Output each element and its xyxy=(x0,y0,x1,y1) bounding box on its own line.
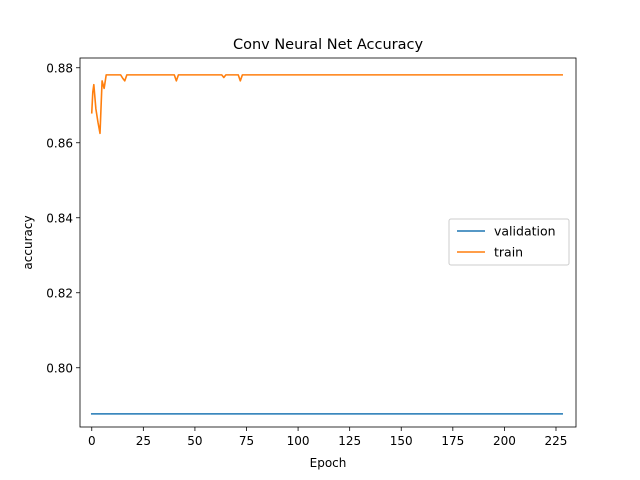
y-tick-label: 0.86 xyxy=(46,136,73,150)
y-axis-ticks: 0.80 0.82 0.84 0.86 0.88 xyxy=(46,61,80,375)
y-tick-label: 0.82 xyxy=(46,286,73,300)
legend-label-validation: validation xyxy=(494,224,556,239)
x-tick-label: 125 xyxy=(338,434,361,448)
x-tick-label: 25 xyxy=(136,434,151,448)
x-tick-label: 225 xyxy=(545,434,568,448)
y-axis-label: accuracy xyxy=(21,215,35,269)
legend: validation train xyxy=(448,218,570,266)
x-tick-label: 175 xyxy=(441,434,464,448)
x-axis-ticks: 0 25 50 75 100 125 150 175 200 225 xyxy=(88,427,567,448)
x-tick-label: 100 xyxy=(287,434,310,448)
x-tick-label: 75 xyxy=(239,434,254,448)
x-tick-label: 50 xyxy=(187,434,202,448)
chart-title: Conv Neural Net Accuracy xyxy=(233,37,423,53)
y-tick-label: 0.80 xyxy=(46,361,73,375)
series-line-train xyxy=(90,74,563,135)
plot-frame xyxy=(79,57,577,428)
x-tick-label: 150 xyxy=(390,434,413,448)
x-tick-label: 0 xyxy=(88,434,96,448)
x-axis-label: Epoch xyxy=(310,456,347,470)
x-tick-label: 200 xyxy=(493,434,516,448)
y-tick-label: 0.84 xyxy=(46,211,73,225)
y-tick-label: 0.88 xyxy=(46,61,73,75)
plot-lines xyxy=(90,74,563,415)
legend-label-train: train xyxy=(494,245,523,260)
